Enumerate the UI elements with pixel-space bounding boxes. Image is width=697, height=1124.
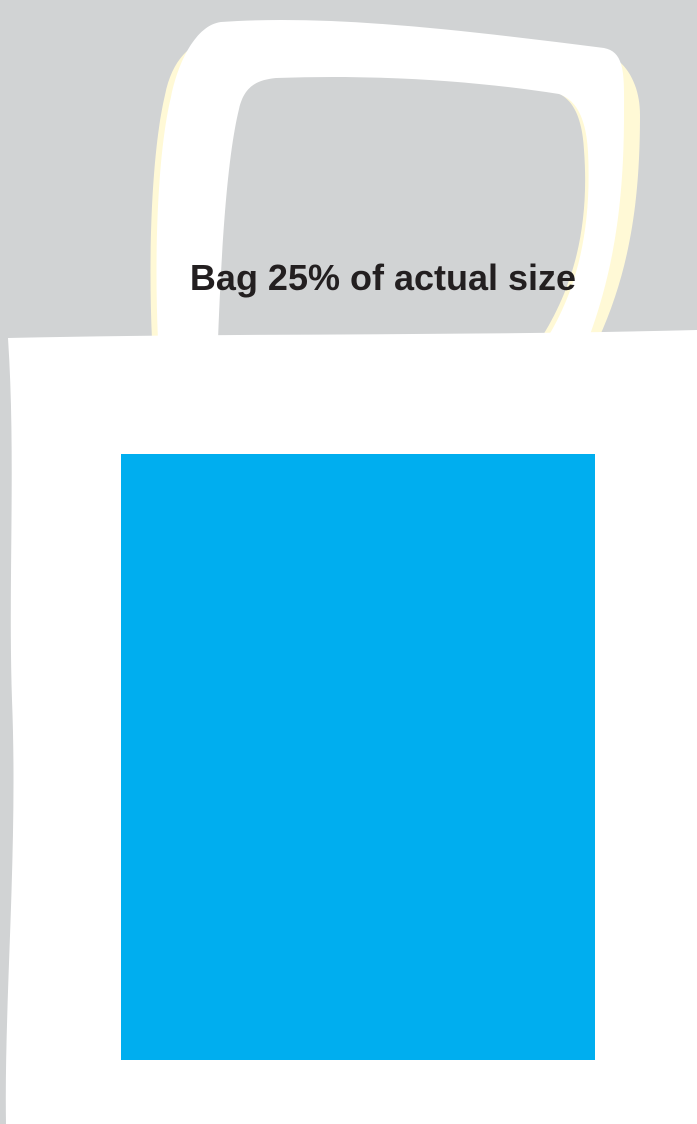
bag-handle (156, 20, 625, 341)
print-area (121, 454, 595, 1060)
size-caption: Bag 25% of actual size (189, 257, 577, 298)
